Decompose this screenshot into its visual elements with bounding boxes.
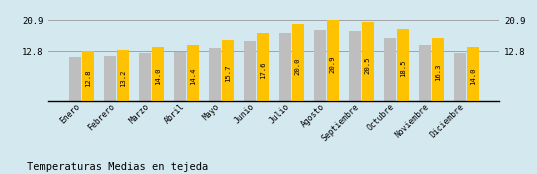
Bar [69, 57, 81, 101]
Bar [117, 50, 129, 101]
Bar [104, 56, 116, 101]
Bar [257, 33, 269, 101]
Bar [209, 48, 221, 101]
Bar [187, 45, 199, 101]
Bar [222, 40, 234, 101]
Bar [454, 53, 466, 101]
Text: 14.0: 14.0 [470, 68, 476, 85]
Text: 14.0: 14.0 [155, 68, 161, 85]
Text: 13.2: 13.2 [120, 69, 126, 87]
Bar [82, 52, 94, 101]
Bar [244, 41, 256, 101]
Bar [139, 53, 151, 101]
Bar [292, 24, 304, 101]
Bar [174, 52, 186, 101]
Bar [397, 29, 409, 101]
Text: 12.8: 12.8 [85, 70, 91, 87]
Bar [326, 20, 339, 101]
Bar [467, 47, 479, 101]
Bar [419, 45, 431, 101]
Bar [279, 33, 291, 101]
Text: 15.7: 15.7 [225, 65, 231, 82]
Bar [362, 22, 374, 101]
Text: 18.5: 18.5 [400, 60, 406, 77]
Bar [384, 38, 396, 101]
Text: 20.9: 20.9 [330, 56, 336, 73]
Text: 20.0: 20.0 [295, 57, 301, 75]
Bar [314, 30, 326, 101]
Text: 14.4: 14.4 [190, 67, 196, 85]
Bar [152, 47, 164, 101]
Text: Temperaturas Medias en tejeda: Temperaturas Medias en tejeda [27, 162, 208, 172]
Text: 16.3: 16.3 [435, 64, 441, 81]
Bar [432, 38, 444, 101]
Text: 17.6: 17.6 [260, 62, 266, 79]
Bar [349, 31, 361, 101]
Text: 20.5: 20.5 [365, 57, 371, 74]
